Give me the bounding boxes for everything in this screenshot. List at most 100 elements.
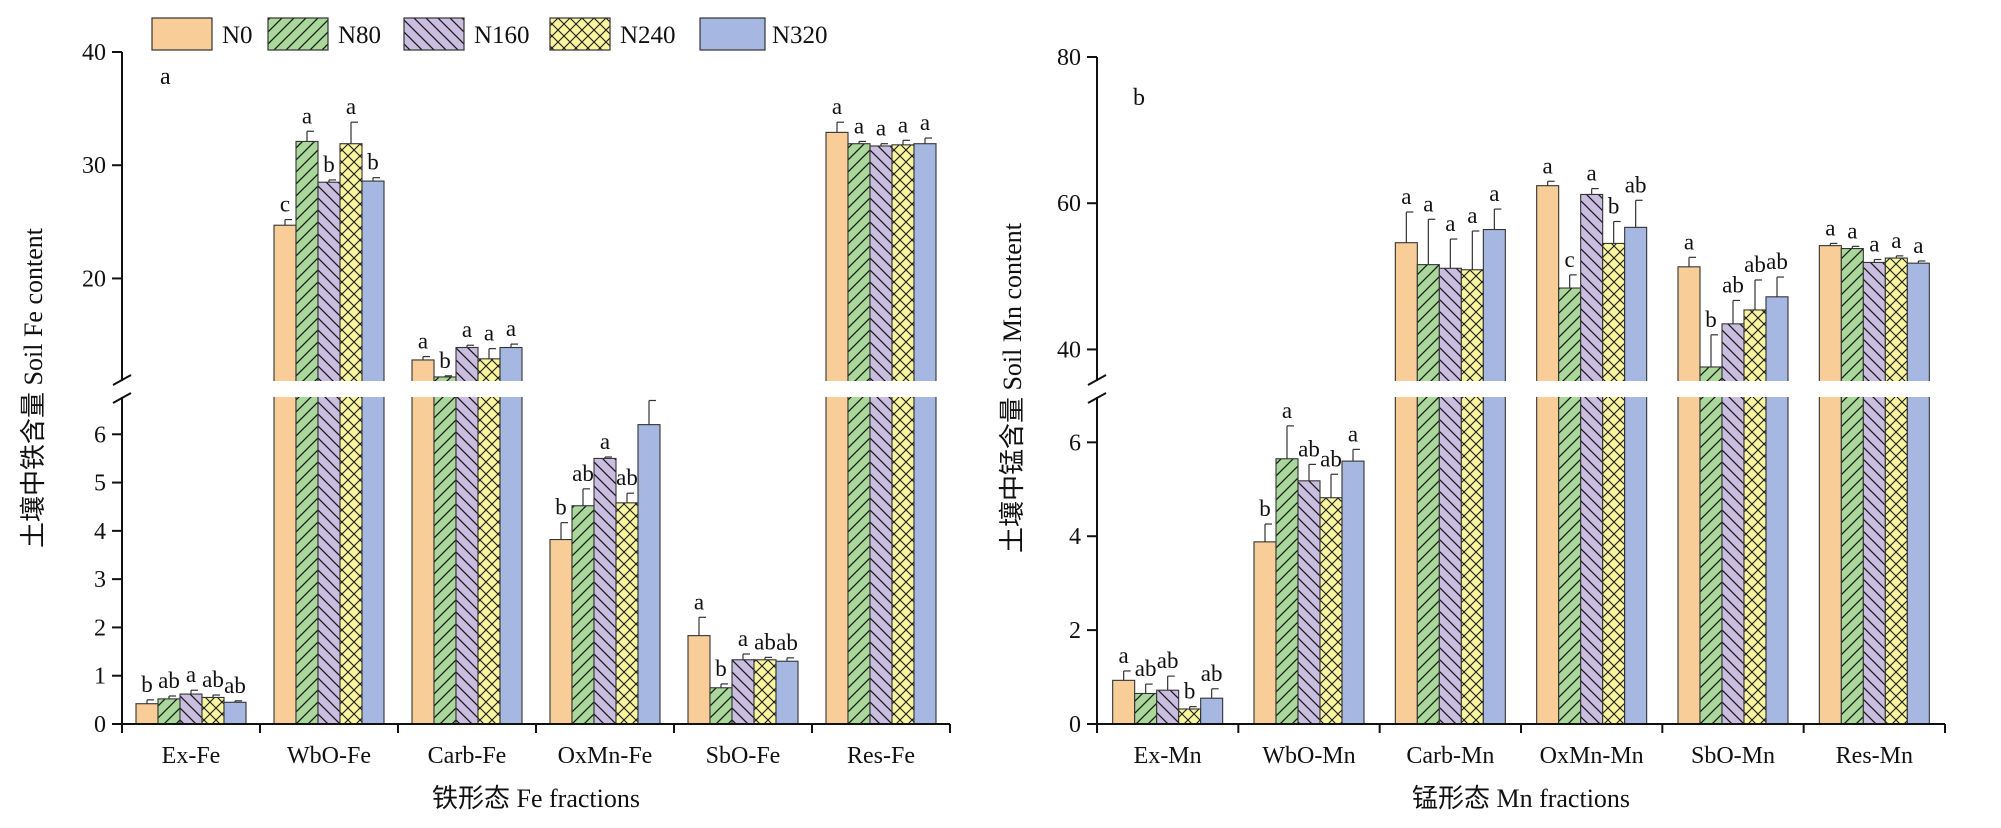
mn-significance-letter-n80-5: a	[1847, 218, 1857, 243]
fe-bar-n0-ex-fe	[135, 703, 159, 725]
mn-bar-n160-wbo-mn	[1297, 480, 1321, 725]
fe-significance-letter-n240-1: a	[346, 94, 356, 119]
mn-panel-letter: b	[1133, 85, 1145, 111]
mn-bar-n320-ex-mn	[1200, 697, 1224, 725]
mn-significance-letter-n320-5: a	[1913, 233, 1923, 258]
fe-y-tick-label-30: 30	[82, 153, 106, 179]
mn-bar-n240-wbo-mn	[1319, 497, 1343, 725]
mn-significance-letter-n320-0: ab	[1201, 661, 1223, 686]
mn-bar-n0-ex-mn	[1112, 679, 1136, 725]
legend-swatch-n320	[699, 17, 766, 51]
fe-significance-letter-n320-2: a	[506, 316, 516, 341]
mn-y-tick-label-2: 2	[1069, 618, 1081, 644]
legend-label-n160: N160	[474, 22, 530, 49]
mn-bar-n0-oxmn-mn	[1536, 185, 1560, 725]
fe-bar-n0-wbo-fe	[273, 224, 297, 725]
mn-y-tick-label-4: 4	[1069, 524, 1081, 550]
mn-significance-letter-n80-4: b	[1705, 307, 1717, 332]
mn-bar-n80-ex-mn	[1134, 692, 1158, 725]
fe-bar-n320-res-fe	[913, 143, 937, 725]
mn-axis-break-mark-bottom	[1087, 392, 1107, 404]
mn-significance-letter-n240-2: a	[1467, 203, 1477, 228]
mn-significance-letter-n0-3: a	[1543, 153, 1553, 178]
fe-bar-n320-oxmn-fe	[637, 424, 661, 725]
mn-significance-letter-n240-1: ab	[1320, 446, 1342, 471]
fe-significance-letter-n0-4: a	[694, 589, 704, 614]
fe-bar-n160-oxmn-fe	[593, 457, 617, 725]
fe-significance-letter-n160-0: a	[186, 662, 196, 687]
fe-category-label-sbo-fe: SbO-Fe	[706, 743, 781, 769]
legend-item-n0: N0	[151, 17, 253, 51]
fe-bar-n0-oxmn-fe	[549, 538, 573, 725]
mn-bar-n320-carb-mn	[1482, 228, 1506, 725]
mn-bar-n80-wbo-mn	[1275, 458, 1299, 725]
mn-bar-n320-sbo-mn	[1765, 296, 1789, 725]
fe-y-tick-label-3: 3	[94, 567, 106, 593]
mn-significance-letter-n320-1: a	[1348, 421, 1358, 446]
fe-category-label-res-fe: Res-Fe	[847, 743, 915, 769]
fe-bar-n160-wbo-fe	[317, 181, 341, 725]
mn-significance-letter-n240-3: b	[1608, 194, 1620, 219]
mn-category-label-carb-mn: Carb-Mn	[1406, 743, 1494, 769]
mn-significance-letter-n0-5: a	[1825, 215, 1835, 240]
mn-y-axis-title: 土壤中锰含量 Soil Mn content	[998, 222, 1027, 553]
fe-bar-n80-wbo-fe	[295, 140, 319, 725]
mn-bar-n240-ex-mn	[1178, 708, 1202, 725]
fe-y-tick-label-2: 2	[94, 615, 106, 641]
mn-y-tick-label-60: 60	[1057, 191, 1081, 217]
fe-bar-n160-sbo-fe	[731, 659, 755, 725]
fe-significance-letter-n240-4: ab	[754, 629, 776, 654]
fe-significance-letter-n160-4: a	[738, 626, 748, 651]
mn-significance-letter-n240-0: b	[1184, 679, 1196, 704]
fe-panel-letter: a	[160, 64, 171, 90]
fe-category-label-wbo-fe: WbO-Fe	[287, 743, 371, 769]
fe-y-tick-label-40: 40	[82, 40, 106, 66]
mn-significance-letter-n80-1: a	[1282, 398, 1292, 423]
mn-significance-letter-n320-3: ab	[1625, 172, 1647, 197]
mn-significance-letter-n80-3: c	[1565, 247, 1575, 272]
mn-significance-letter-n0-2: a	[1401, 184, 1411, 209]
fe-bar-n240-sbo-fe	[753, 659, 777, 725]
fe-bar-n160-carb-fe	[455, 346, 479, 725]
fe-y-tick-label-20: 20	[82, 266, 106, 292]
legend-item-n240: N240	[549, 17, 676, 51]
mn-y-tick-label-40: 40	[1057, 337, 1081, 363]
fe-y-tick-label-4: 4	[94, 519, 106, 545]
fe-bar-n320-wbo-fe	[361, 180, 385, 725]
fe-significance-letter-n0-1: c	[280, 192, 290, 217]
mn-bar-n0-res-mn	[1818, 245, 1842, 725]
mn-bar-n0-sbo-mn	[1677, 266, 1701, 725]
fe-significance-letter-n80-1: a	[302, 103, 312, 128]
fe-axis-break-band	[116, 381, 956, 397]
fe-category-label-carb-fe: Carb-Fe	[428, 743, 507, 769]
mn-significance-letter-n160-3: a	[1587, 161, 1597, 186]
mn-category-label-wbo-mn: WbO-Mn	[1262, 743, 1355, 769]
legend-swatch-n240	[549, 17, 611, 51]
fe-bar-n0-carb-fe	[411, 359, 435, 725]
fe-significance-letter-n240-5: a	[898, 112, 908, 137]
legend: N0 N80 N160 N240 N320	[151, 17, 828, 51]
legend-label-n80: N80	[338, 22, 381, 49]
mn-bar-n160-oxmn-mn	[1580, 193, 1604, 725]
mn-bar-n320-oxmn-mn	[1624, 226, 1648, 725]
mn-significance-letter-n0-4: a	[1684, 229, 1694, 254]
legend-item-n80: N80	[267, 17, 381, 51]
fe-significance-letter-n240-2: a	[484, 321, 494, 346]
fe-y-axis-title: 土壤中铁含量 Soil Fe content	[19, 227, 48, 548]
mn-category-label-oxmn-mn: OxMn-Mn	[1540, 743, 1644, 769]
fe-bar-n320-carb-fe	[499, 346, 523, 725]
mn-bar-n240-oxmn-mn	[1602, 242, 1626, 725]
legend-swatch-n80	[267, 17, 329, 51]
mn-bar-n240-sbo-mn	[1743, 309, 1767, 725]
legend-label-n0: N0	[222, 22, 253, 49]
mn-category-label-ex-mn: Ex-Mn	[1134, 743, 1202, 769]
mn-significance-letter-n320-4: ab	[1766, 249, 1788, 274]
fe-bar-n160-ex-fe	[179, 693, 203, 725]
mn-significance-letter-n80-2: a	[1423, 191, 1433, 216]
fe-significance-letter-n0-0: b	[141, 672, 153, 697]
fe-bar-n240-ex-fe	[201, 696, 225, 725]
fe-significance-letter-n160-2: a	[462, 317, 472, 342]
mn-significance-letter-n0-1: b	[1259, 496, 1271, 521]
fe-significance-letter-n80-5: a	[854, 113, 864, 138]
